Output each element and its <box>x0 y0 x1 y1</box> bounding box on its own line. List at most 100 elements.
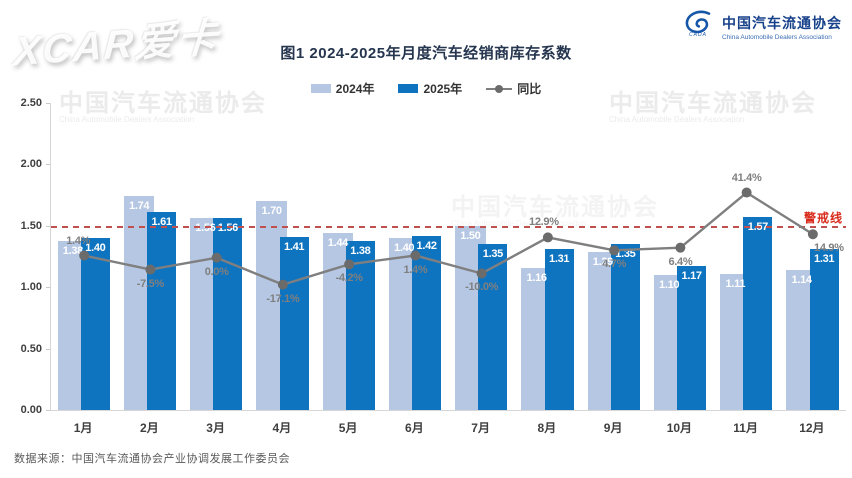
y-axis-tick-label: 0.50 <box>20 342 42 355</box>
yoy-percentage-label: 6.4% <box>668 255 693 268</box>
bar-value-label: 1.35 <box>482 248 504 261</box>
source-note: 数据来源：中国汽车流通协会产业协调发展工作委员会 <box>14 453 290 465</box>
yoy-percentage-label: 1.4% <box>66 234 91 247</box>
bar-value-label: 1.31 <box>549 253 570 266</box>
legend-label-2024: 2024年 <box>335 82 375 96</box>
xcar-watermark: XCAR爱卡 <box>12 15 221 75</box>
y-axis-tick-label: 2.50 <box>20 97 42 109</box>
yoy-percentage-label: -7.5% <box>136 277 165 290</box>
bar-value-label: 1.41 <box>284 240 305 253</box>
bar-value-label: 1.16 <box>526 271 548 284</box>
legend-item-2025: 2025年 <box>398 80 462 97</box>
bar-2025 <box>544 249 574 410</box>
bar-value-label: 1.40 <box>85 242 106 255</box>
bar-2025 <box>147 212 177 410</box>
bar-value-label: 1.40 <box>394 242 415 255</box>
month-label: 9月 <box>603 421 623 435</box>
bar-value-label: 1.56 <box>217 222 239 235</box>
cada-logo-cn: 中国汽车流通协会 <box>722 15 842 31</box>
legend-label-2025: 2025年 <box>423 82 463 96</box>
yoy-dot <box>741 187 752 198</box>
month-label: 7月 <box>471 421 490 435</box>
month-label: 8月 <box>537 421 557 435</box>
bar-value-label: 1.50 <box>460 229 481 242</box>
bar-2025 <box>809 249 839 410</box>
yoy-dot <box>344 259 355 270</box>
y-axis-tick-label: 1.00 <box>20 281 42 294</box>
bar-value-label: 1.61 <box>151 216 173 229</box>
y-axis-tick-mark <box>46 348 50 350</box>
yoy-dot <box>675 242 686 253</box>
month-label: 3月 <box>206 421 225 435</box>
bar-2025 <box>279 236 309 410</box>
bar-value-label: 1.56 <box>195 222 216 235</box>
yoy-percentage-label: -17.1% <box>266 292 300 305</box>
bar-2025 <box>610 244 640 410</box>
y-axis-tick-mark <box>46 287 50 289</box>
cada-logo-en: China Automobile Dealers Association <box>722 34 832 41</box>
yoy-percentage-label: 12.9% <box>529 216 559 229</box>
bar-2025 <box>80 238 110 410</box>
yoy-dot <box>807 229 818 240</box>
bar-value-label: 1.42 <box>416 239 438 252</box>
warning-line-label: 警戒线 <box>804 210 844 225</box>
month-label: 10月 <box>666 421 693 435</box>
bar-value-label: 1.70 <box>261 205 283 218</box>
legend-label-yoy: 同比 <box>517 82 542 96</box>
legend-item-2024: 2024年 <box>310 80 375 97</box>
yoy-dot <box>79 250 90 261</box>
month-label: 5月 <box>338 421 358 435</box>
bar-value-label: 1.44 <box>327 237 349 250</box>
yoy-dot <box>145 264 156 275</box>
y-axis-tick-mark <box>46 225 50 227</box>
bar-2025 <box>677 266 707 410</box>
yoy-dot <box>476 268 487 279</box>
yoy-percentage-label: 41.4% <box>731 171 762 184</box>
plot-area: 中国汽车流通协会 China Automobile Dealers Associ… <box>50 91 846 411</box>
y-axis-tick-label: 1.50 <box>20 219 42 232</box>
bar-value-label: 1.17 <box>681 270 703 283</box>
legend-item-yoy: 同比 <box>486 80 541 97</box>
bar-value-label: 1.31 <box>814 253 835 266</box>
legend-swatch-2024 <box>310 84 331 93</box>
yoy-line-layer <box>79 187 818 290</box>
bar-value-label: 1.29 <box>592 255 614 268</box>
y-axis-tick-mark <box>46 103 50 104</box>
bar-2025 <box>743 217 773 410</box>
yoy-percentage-label: 0.0% <box>204 265 229 278</box>
yoy-dot <box>211 252 222 263</box>
cada-logo: CADA 中国汽车流通协会 China Automobile Dealers A… <box>680 10 842 44</box>
yoy-dot <box>542 232 553 243</box>
legend-swatch-2025 <box>398 84 419 93</box>
y-axis-tick-mark <box>46 410 50 411</box>
yoy-dot <box>609 245 620 256</box>
bar-value-label: 1.38 <box>350 244 371 257</box>
bar-2025 <box>213 218 243 410</box>
yoy-percentage-label: 1.4% <box>403 263 428 276</box>
chart-legend: 2024年 2025年 同比 <box>0 80 852 97</box>
month-label: 6月 <box>405 421 424 435</box>
yoy-percentage-label: -4.2% <box>335 272 364 285</box>
yoy-dot <box>410 250 421 261</box>
y-axis-tick-label: 0.00 <box>20 404 42 416</box>
cada-swirl-icon: CADA <box>680 10 716 44</box>
chart-title: 图1 2024-2025年月度汽车经销商库存系数 <box>280 45 572 62</box>
y-axis-tick-mark <box>46 164 50 166</box>
yoy-line <box>83 191 814 286</box>
legend-yoy-line-icon <box>486 84 513 93</box>
bar-value-label: 1.38 <box>62 244 84 257</box>
month-label: 1月 <box>73 421 93 435</box>
bar-value-label: 1.11 <box>725 277 746 290</box>
bar-value-label: 1.10 <box>659 278 680 291</box>
bar-2025 <box>412 235 442 410</box>
month-label: 2月 <box>140 421 159 435</box>
month-label: 4月 <box>272 421 292 435</box>
month-label: 12月 <box>799 421 825 435</box>
bar-value-label: 1.14 <box>791 274 813 286</box>
yoy-percentage-label: -10.0% <box>465 281 499 294</box>
y-axis-tick-label: 2.00 <box>20 158 42 171</box>
yoy-percentage-label: 14.9% <box>814 242 844 255</box>
month-label: 11月 <box>733 421 758 435</box>
yoy-dot <box>277 279 288 290</box>
